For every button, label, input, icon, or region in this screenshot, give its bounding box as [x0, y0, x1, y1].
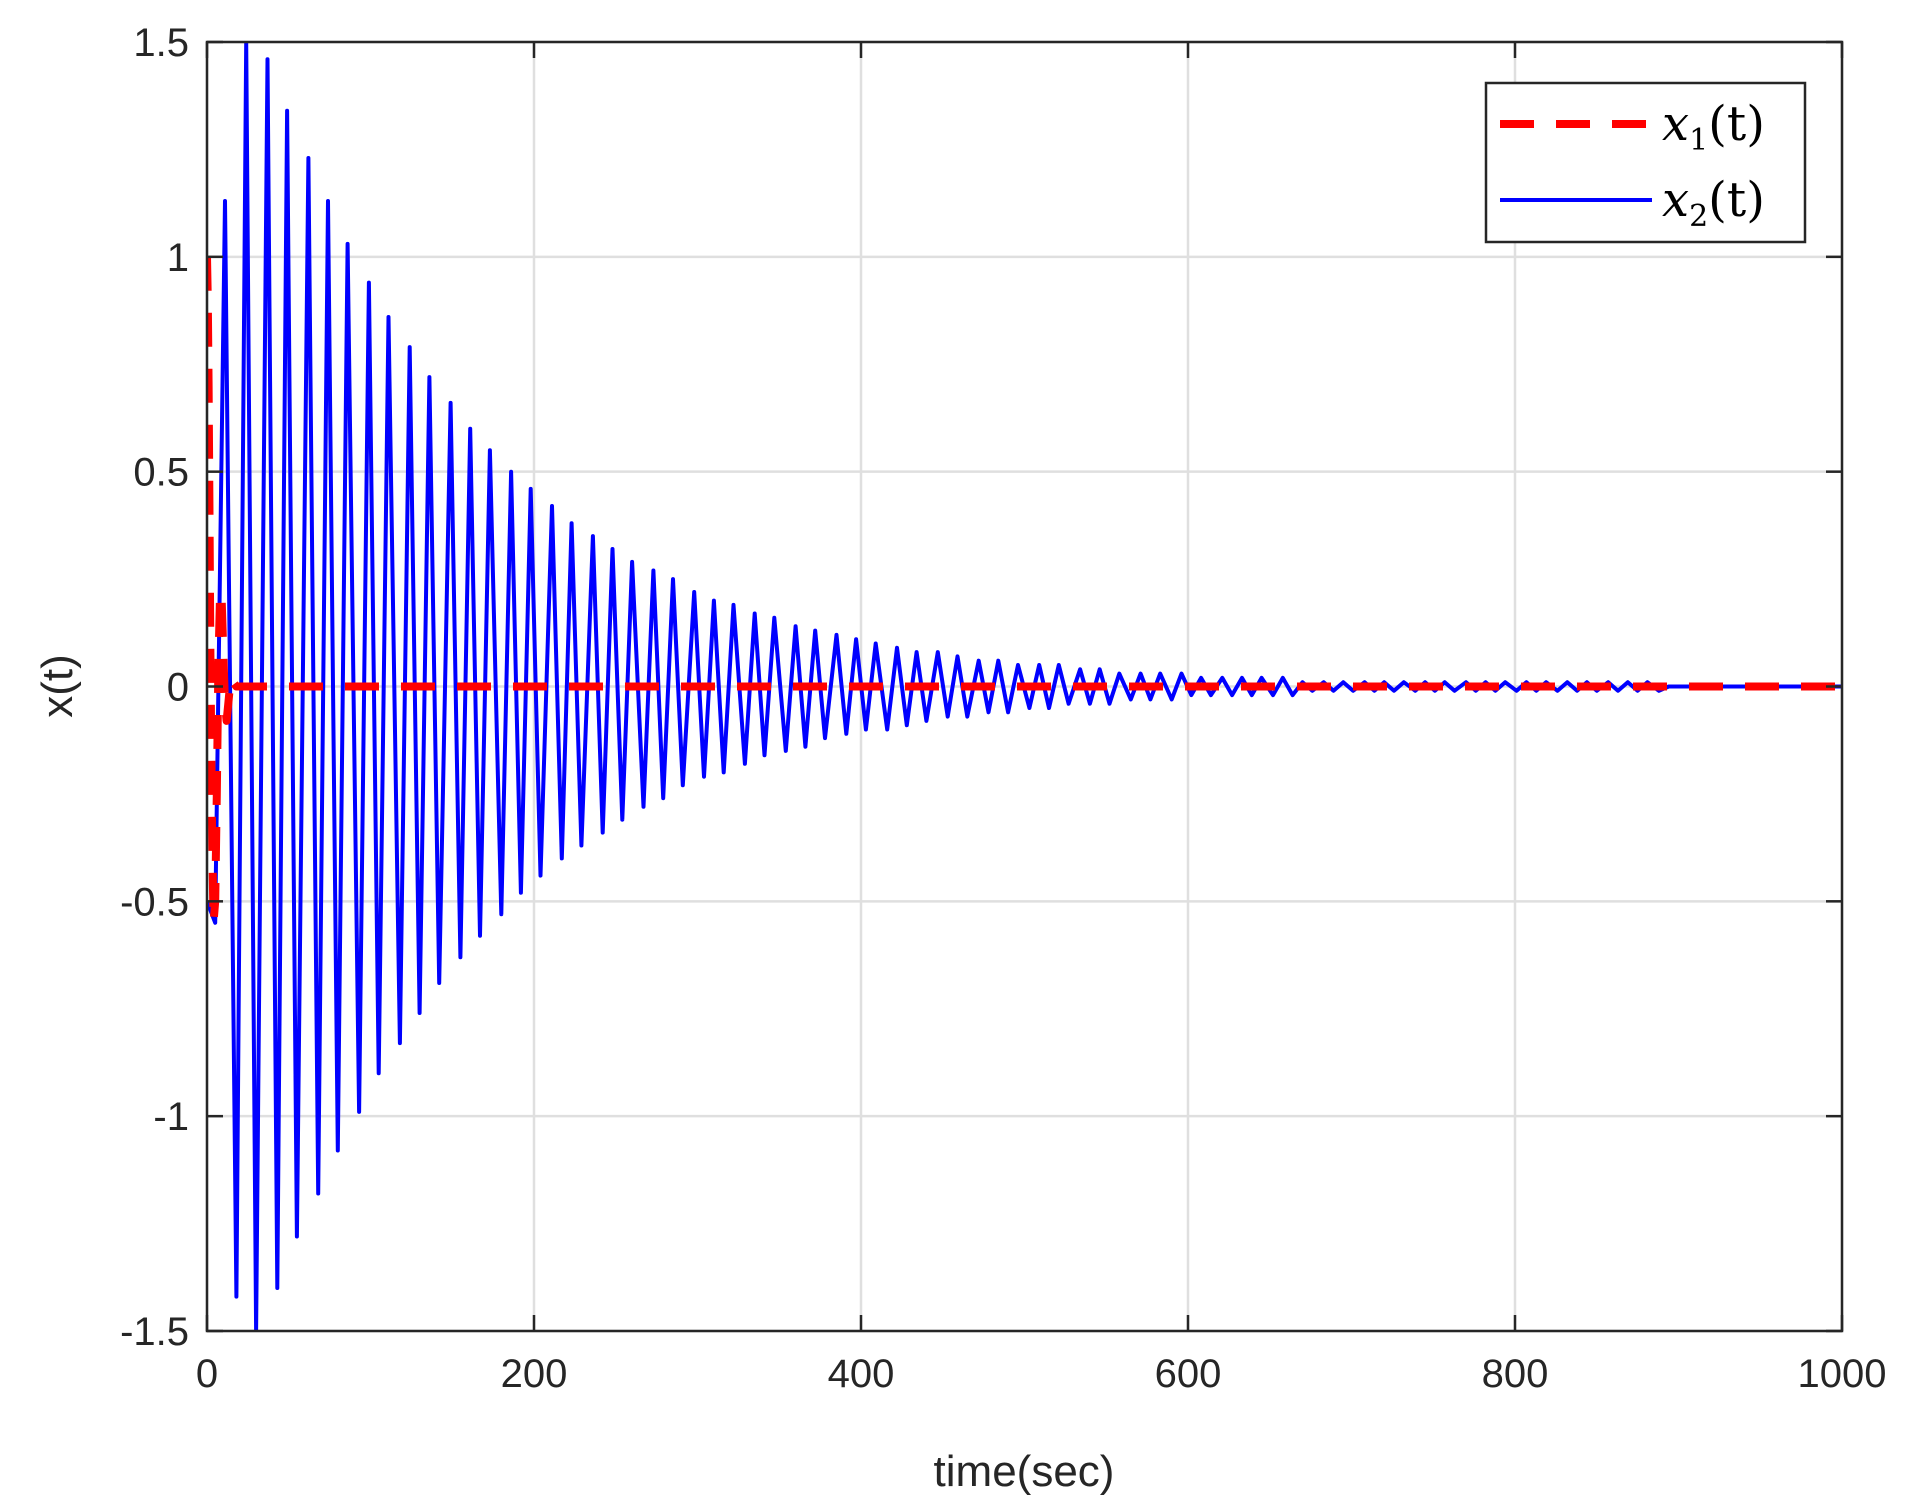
- x-tick-label: 200: [501, 1352, 568, 1396]
- axis-ticks: [205, 40, 1844, 1333]
- series-line-0: [207, 256, 1842, 927]
- y-tick-label: 0.5: [133, 451, 189, 495]
- y-tick-label: -0.5: [120, 880, 189, 924]
- y-axis-label: x(t): [33, 654, 82, 718]
- legend: x1(t) x2(t): [1484, 81, 1807, 244]
- y-tick-label: 1: [167, 236, 189, 280]
- legend-box: [1484, 81, 1807, 244]
- x-tick-label: 1000: [1798, 1352, 1887, 1396]
- tick-labels: 0 200 400 600 800 1000 -1.5 -1 -0.5 0 0.5 1 1.5: [120, 21, 1886, 1396]
- x-tick-label: 400: [828, 1352, 895, 1396]
- y-tick-label: 1.5: [133, 21, 189, 65]
- x-tick-label: 600: [1155, 1352, 1222, 1396]
- series-lines: [207, 42, 1842, 1331]
- y-tick-label: 0: [167, 666, 189, 710]
- y-tick-label: -1.5: [120, 1310, 189, 1354]
- x-tick-label: 800: [1482, 1352, 1549, 1396]
- legend-label-x2: x2(t): [1662, 172, 1765, 234]
- x-axis-label: time(sec): [934, 1447, 1115, 1496]
- x-tick-label: 0: [196, 1352, 218, 1396]
- legend-label-x1: x1(t): [1662, 96, 1765, 158]
- y-tick-label: -1: [153, 1095, 189, 1139]
